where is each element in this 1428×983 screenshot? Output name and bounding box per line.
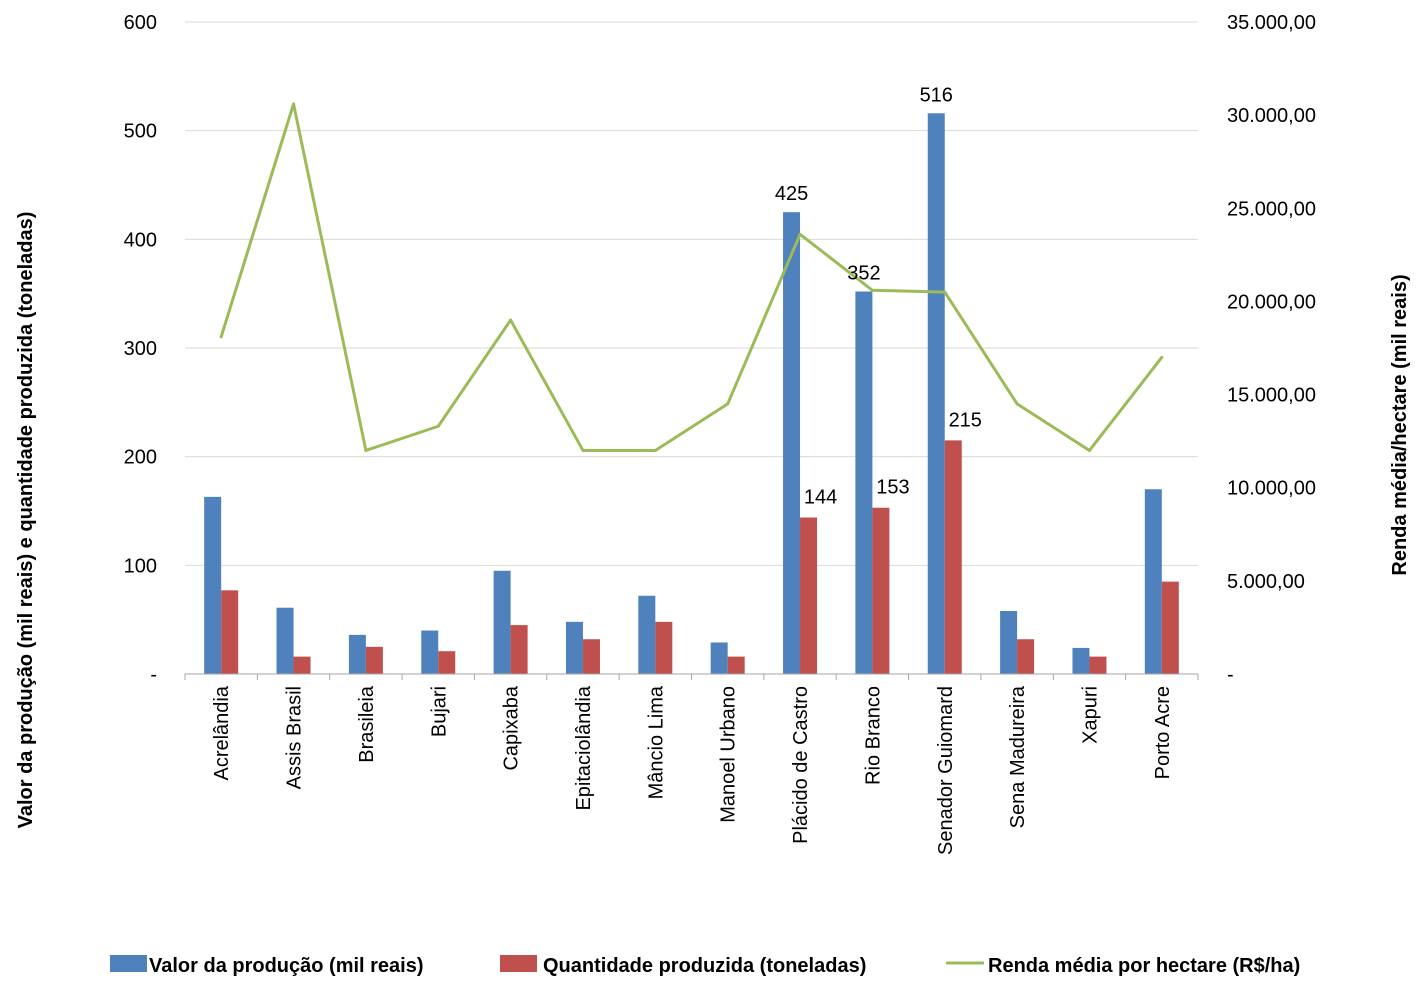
y-left-tick-label: - bbox=[150, 664, 157, 686]
bar-valor-producao bbox=[1144, 489, 1162, 674]
bar-quantidade-produzida bbox=[221, 590, 239, 674]
bar-valor-producao bbox=[855, 291, 873, 674]
bar-valor-producao bbox=[348, 634, 366, 674]
bar-quantidade-produzida bbox=[800, 517, 818, 674]
line-point-renda-media bbox=[509, 318, 513, 322]
legend-label-quantidade: Quantidade produzida (toneladas) bbox=[543, 955, 866, 977]
line-series bbox=[219, 102, 1164, 452]
bar-valor-producao bbox=[204, 496, 222, 674]
line-point-renda-media bbox=[1160, 355, 1164, 359]
y-axis-right-title: Renda média/hectare (mil reais) bbox=[1389, 274, 1411, 575]
x-category-label: Capixaba bbox=[501, 685, 523, 770]
bar-valor-producao bbox=[421, 630, 439, 674]
line-point-renda-media bbox=[798, 232, 802, 236]
bar-quantidade-produzida bbox=[438, 651, 456, 674]
bar-valor-producao bbox=[710, 642, 728, 674]
data-label: 425 bbox=[775, 183, 808, 205]
data-label: 144 bbox=[804, 487, 837, 509]
data-labels: 425 352 516 144 153 215 bbox=[775, 84, 982, 508]
bar-valor-producao bbox=[1072, 647, 1090, 674]
x-category-label: Manoel Urbano bbox=[718, 686, 740, 823]
bar-valor-producao bbox=[638, 595, 656, 674]
line-point-renda-media bbox=[1015, 402, 1019, 406]
y-right-tick-label: 30.000,00 bbox=[1227, 105, 1316, 127]
line-point-renda-media bbox=[726, 402, 730, 406]
y-left-tick-label: 400 bbox=[124, 229, 157, 251]
x-category-label: Epitaciolândia bbox=[573, 685, 595, 810]
line-point-renda-media bbox=[436, 424, 440, 428]
x-category-label: Mâncio Lima bbox=[645, 685, 667, 799]
bar-quantidade-produzida bbox=[655, 621, 673, 674]
bar-valor-producao bbox=[1000, 610, 1018, 674]
x-category-label: Senador Guiomard bbox=[935, 686, 957, 855]
bar-quantidade-produzida bbox=[1017, 639, 1035, 674]
legend-label-renda: Renda média por hectare (R$/ha) bbox=[988, 955, 1300, 977]
bar-quantidade-produzida bbox=[582, 639, 600, 674]
bar-valor-producao bbox=[493, 570, 511, 674]
y-right-tick-label: 25.000,00 bbox=[1227, 198, 1316, 220]
x-category-label: Plácido de Castro bbox=[790, 686, 812, 844]
x-category-label: Rio Branco bbox=[862, 686, 884, 785]
bars bbox=[204, 113, 1179, 674]
line-renda-media bbox=[219, 102, 1164, 452]
y-right-tick-label: 20.000,00 bbox=[1227, 291, 1316, 313]
legend-label-valor: Valor da produção (mil reais) bbox=[149, 955, 424, 977]
y-right-tick-label: 5.000,00 bbox=[1227, 571, 1305, 593]
y-left-tick-label: 100 bbox=[124, 555, 157, 577]
y-left-tick-label: 600 bbox=[124, 12, 157, 34]
y-right-tick-label: 35.000,00 bbox=[1227, 12, 1316, 34]
y-right-tick-label: 10.000,00 bbox=[1227, 478, 1316, 500]
x-category-label: Brasileia bbox=[356, 685, 378, 763]
legend-swatch-quantidade bbox=[500, 955, 537, 972]
x-category-label: Porto Acre bbox=[1152, 686, 1174, 779]
line-point-renda-media bbox=[653, 448, 657, 452]
bar-quantidade-produzida bbox=[293, 656, 311, 674]
y-left-tick-label: 300 bbox=[124, 338, 157, 360]
gridlines bbox=[185, 21, 1198, 566]
line-point-renda-media bbox=[364, 448, 368, 452]
bar-valor-producao bbox=[783, 212, 801, 674]
bar-quantidade-produzida bbox=[365, 646, 383, 674]
bar-valor-producao bbox=[276, 607, 294, 674]
x-category-label: Xapuri bbox=[1079, 686, 1101, 744]
bar-valor-producao bbox=[927, 113, 945, 674]
data-label: 153 bbox=[876, 477, 909, 499]
bar-quantidade-produzida bbox=[727, 656, 745, 674]
line-point-renda-media bbox=[219, 335, 223, 339]
bar-quantidade-produzida bbox=[510, 625, 528, 674]
x-category-label: Acrelândia bbox=[211, 685, 233, 780]
data-label: 215 bbox=[949, 409, 982, 431]
line-point-renda-media bbox=[292, 102, 296, 106]
line-point-renda-media bbox=[581, 448, 585, 452]
line-point-renda-media bbox=[1087, 448, 1091, 452]
y-right-tick-label: - bbox=[1227, 664, 1234, 686]
bar-quantidade-produzida bbox=[872, 507, 890, 674]
data-label: 516 bbox=[920, 84, 953, 106]
legend-swatch-valor bbox=[110, 955, 147, 972]
y-left-tick-label: 200 bbox=[124, 447, 157, 469]
y-axis-left-title: Valor da produção (mil reais) e quantida… bbox=[15, 212, 37, 829]
y-left-tick-label: 500 bbox=[124, 121, 157, 143]
bar-quantidade-produzida bbox=[1161, 581, 1179, 674]
line-point-renda-media bbox=[943, 290, 947, 294]
legend: Valor da produção (mil reais) Quantidade… bbox=[110, 955, 1300, 977]
y-right-tick-label: 15.000,00 bbox=[1227, 385, 1316, 407]
bar-quantidade-produzida bbox=[1089, 656, 1107, 674]
bar-quantidade-produzida bbox=[944, 440, 962, 674]
axes: - 100 200 300 400 500 600 - 5.000,00 10.000,00 15.… bbox=[124, 12, 1316, 855]
x-category-label: Assis Brasil bbox=[284, 686, 306, 789]
x-category-label: Sena Madureira bbox=[1007, 685, 1029, 828]
data-label: 352 bbox=[847, 262, 880, 284]
line-point-renda-media bbox=[870, 288, 874, 292]
x-category-label: Bujari bbox=[428, 686, 450, 737]
bar-valor-producao bbox=[565, 621, 583, 674]
